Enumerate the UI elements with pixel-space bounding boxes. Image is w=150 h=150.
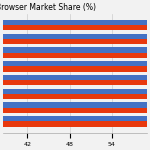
Bar: [3, 47, 150, 52]
Bar: [3, 108, 150, 113]
Bar: [3, 102, 150, 108]
Bar: [3, 33, 150, 39]
Bar: [3, 66, 150, 72]
Bar: [3, 20, 150, 25]
Bar: [3, 75, 150, 80]
Bar: [3, 122, 150, 127]
Bar: [3, 52, 150, 58]
Bar: [3, 80, 150, 85]
Bar: [3, 39, 150, 44]
Text: Browser Market Share (%): Browser Market Share (%): [0, 3, 96, 12]
Bar: [3, 94, 150, 99]
Bar: [3, 116, 150, 122]
Bar: [3, 61, 150, 66]
Bar: [3, 25, 150, 30]
Bar: [3, 89, 150, 94]
